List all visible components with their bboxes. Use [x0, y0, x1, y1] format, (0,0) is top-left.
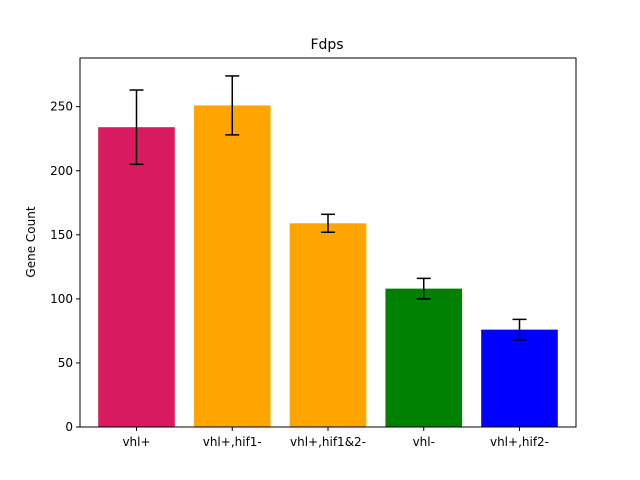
- bar-2: [289, 223, 367, 427]
- plot-frame: [79, 57, 577, 428]
- y-tick-label-2: 100: [50, 292, 73, 306]
- x-tick-label-2: vhl+,hif1&2-: [290, 435, 366, 449]
- x-tick-label-4: vhl+,hif2-: [490, 435, 549, 449]
- bar-0: [98, 127, 175, 427]
- bar-4: [481, 329, 558, 427]
- x-tick-label-0: vhl+: [122, 435, 150, 449]
- y-tick-label-0: 0: [65, 420, 73, 434]
- y-tick-label-5: 250: [50, 100, 73, 114]
- chart-title: Fdps: [310, 37, 343, 53]
- y-tick-label-1: 50: [58, 356, 73, 370]
- bar-1: [193, 105, 271, 427]
- bars-group: [98, 105, 558, 427]
- y-axis-label: Gene Count: [24, 206, 38, 277]
- y-tick-label-4: 200: [50, 164, 73, 178]
- y-tick-label-3: 150: [50, 228, 73, 242]
- error-bars-group: [129, 75, 527, 341]
- x-tick-label-3: vhl-: [413, 435, 435, 449]
- x-axis: vhl+ vhl+,hif1- vhl+,hif1&2- vhl-vhl+,hif2-: [122, 427, 549, 449]
- x-tick-label-1: vhl+,hif1-: [203, 435, 262, 449]
- bar-3: [385, 288, 463, 427]
- y-axis: 0 50 100 150 200 250: [50, 100, 80, 434]
